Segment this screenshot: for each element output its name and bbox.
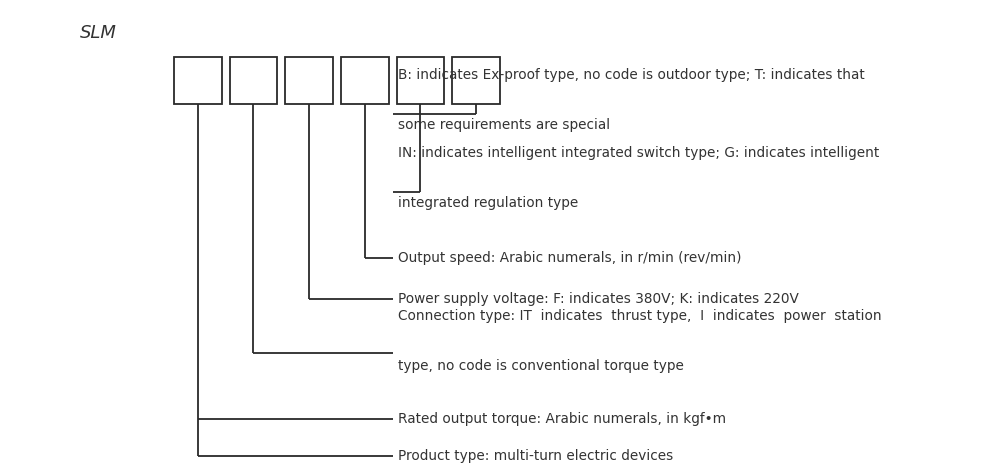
Text: IN: indicates intelligent integrated switch type; G: indicates intelligent

inte: IN: indicates intelligent integrated swi… — [398, 146, 879, 210]
Text: Connection type: IT  indicates  thrust type,  I  indicates  power  station

type: Connection type: IT indicates thrust typ… — [398, 309, 882, 374]
Bar — [341, 57, 389, 104]
Text: Product type: multi-turn electric devices: Product type: multi-turn electric device… — [398, 449, 673, 463]
Text: B: indicates Ex-proof type, no code is outdoor type; T: indicates that

some req: B: indicates Ex-proof type, no code is o… — [398, 67, 865, 132]
Text: Output speed: Arabic numerals, in r/min (rev/min): Output speed: Arabic numerals, in r/min … — [398, 251, 742, 265]
Bar — [230, 57, 277, 104]
Bar — [397, 57, 444, 104]
Text: SLM: SLM — [80, 24, 116, 42]
Text: Power supply voltage: F: indicates 380V; K: indicates 220V: Power supply voltage: F: indicates 380V;… — [398, 292, 798, 306]
Bar — [285, 57, 333, 104]
Bar — [174, 57, 222, 104]
Text: Rated output torque: Arabic numerals, in kgf•m: Rated output torque: Arabic numerals, in… — [398, 412, 726, 427]
Bar — [452, 57, 500, 104]
